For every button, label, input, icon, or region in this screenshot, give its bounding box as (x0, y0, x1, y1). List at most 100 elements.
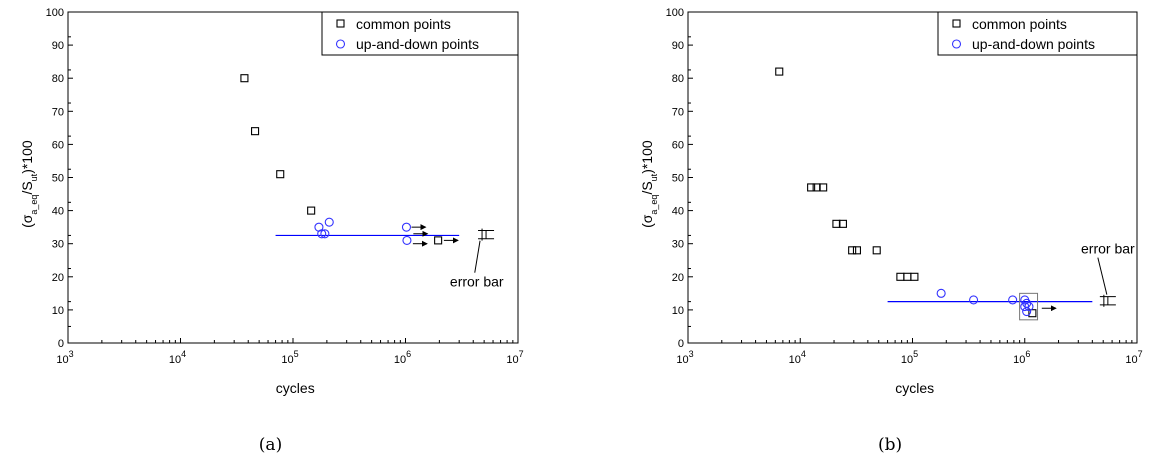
figure-caption: (a) (259, 435, 282, 455)
y-tick-label: 80 (52, 73, 64, 85)
up-and-down-point (1020, 302, 1030, 312)
highlight-box (1019, 292, 1039, 321)
legend-swatch-circle (335, 39, 346, 49)
x-tick-label: 106 (1013, 349, 1030, 366)
x-tick-base: 10 (789, 354, 801, 366)
up-and-down-point (1008, 295, 1018, 305)
y-tick-label: 50 (52, 173, 64, 185)
up-and-down-point (969, 295, 979, 305)
common-point (872, 246, 881, 255)
y-axis-title-part: )*100 (639, 140, 655, 174)
y-tick-label: 80 (672, 73, 684, 85)
common-point (848, 246, 857, 255)
y-axis-title-part: a_eq (29, 195, 39, 215)
x-tick-label: 105 (901, 349, 918, 366)
x-tick-exponent: 4 (181, 349, 186, 359)
legend-label: common points (356, 16, 451, 32)
legend-label: up-and-down points (972, 36, 1095, 52)
x-tick-base: 10 (901, 354, 913, 366)
common-point (838, 219, 847, 228)
legend-swatch-square (952, 19, 961, 28)
y-tick-label: 20 (672, 272, 684, 284)
common-point (240, 74, 249, 83)
y-tick-label: 60 (672, 139, 684, 151)
common-point (251, 127, 260, 136)
y-tick-label: 50 (672, 173, 684, 185)
common-point (910, 272, 919, 281)
x-tick-base: 10 (1013, 354, 1025, 366)
y-axis-title-part: (σ (639, 214, 655, 228)
x-tick-label: 107 (1125, 349, 1142, 366)
legend-box (321, 11, 519, 56)
common-point (807, 183, 816, 192)
x-tick-base: 10 (169, 354, 181, 366)
y-tick-label: 10 (672, 305, 684, 317)
common-point (307, 206, 316, 215)
up-and-down-point (317, 229, 327, 239)
x-tick-exponent: 3 (69, 349, 74, 359)
x-tick-label: 104 (789, 349, 806, 366)
x-tick-base: 10 (506, 354, 518, 366)
figure-caption: (b) (878, 435, 902, 455)
y-tick-label: 70 (52, 106, 64, 118)
common-point (434, 236, 443, 245)
error-bar-leader (474, 240, 481, 273)
x-tick-exponent: 5 (294, 349, 299, 359)
y-axis-title-part: /S (19, 181, 35, 194)
common-point (1028, 309, 1037, 318)
up-and-down-point (402, 235, 412, 245)
y-tick-label: 30 (52, 239, 64, 251)
x-tick-label: 103 (676, 349, 693, 366)
x-tick-base: 10 (56, 354, 68, 366)
error-bar-label: error bar (450, 274, 504, 290)
y-tick-label: 90 (672, 40, 684, 52)
x-tick-exponent: 7 (1138, 349, 1143, 359)
up-and-down-point (1024, 302, 1034, 312)
x-axis-title: cycles (276, 380, 315, 396)
y-axis-title-part: ut (649, 173, 659, 181)
plot-frame (687, 11, 1138, 344)
y-tick-label: 30 (672, 239, 684, 251)
legend-label: common points (972, 16, 1067, 32)
y-axis-title-part: ut (29, 173, 39, 181)
y-axis-title: (σa_eq/Sut)*100 (19, 140, 39, 228)
y-tick-label: 90 (52, 40, 64, 52)
common-point (276, 170, 285, 179)
y-tick-label: 40 (672, 206, 684, 218)
up-and-down-point (320, 229, 330, 239)
x-tick-label: 107 (506, 349, 523, 366)
y-axis-title-part: /S (639, 181, 655, 194)
legend: common points up-and-down points (321, 11, 519, 56)
up-and-down-point (1022, 307, 1032, 317)
up-and-down-point (936, 288, 946, 298)
x-tick-base: 10 (1125, 354, 1137, 366)
y-tick-label: 60 (52, 139, 64, 151)
x-tick-base: 10 (281, 354, 293, 366)
common-point (903, 272, 912, 281)
y-tick-label: 20 (52, 272, 64, 284)
common-point (832, 219, 841, 228)
x-tick-exponent: 6 (1025, 349, 1030, 359)
x-tick-label: 103 (56, 349, 73, 366)
x-tick-exponent: 7 (519, 349, 524, 359)
common-point (775, 67, 784, 76)
y-axis-title-part: a_eq (649, 195, 659, 215)
error-bar-leader (1097, 257, 1108, 295)
common-point (819, 183, 828, 192)
y-axis-title-part: (σ (19, 214, 35, 228)
legend: common points up-and-down points (937, 11, 1138, 56)
legend-box (937, 11, 1138, 56)
common-point (852, 246, 862, 255)
x-axis-title: cycles (895, 380, 934, 396)
common-point (896, 272, 905, 281)
x-tick-exponent: 3 (689, 349, 694, 359)
x-tick-exponent: 6 (406, 349, 411, 359)
y-tick-label: 100 (46, 7, 64, 19)
y-axis-title-part: )*100 (19, 140, 35, 174)
x-tick-exponent: 5 (913, 349, 918, 359)
y-tick-label: 100 (666, 7, 684, 19)
up-and-down-point (401, 222, 412, 232)
y-tick-label: 70 (672, 106, 684, 118)
